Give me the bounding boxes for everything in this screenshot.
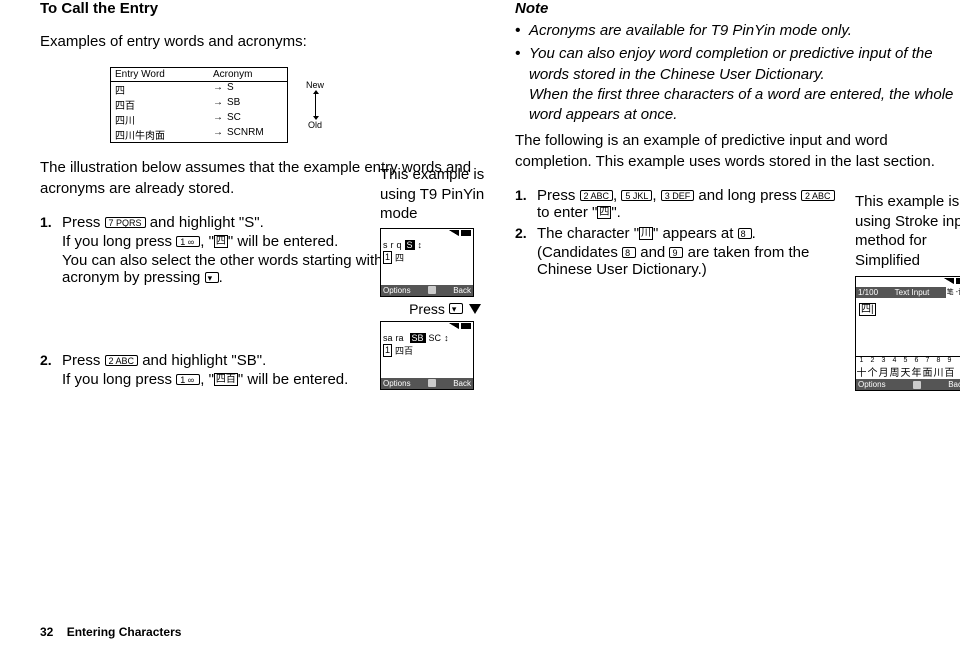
arrow-icon: →	[209, 127, 227, 142]
battery-icon	[956, 278, 960, 284]
table-row: 四川 → SC	[111, 112, 287, 127]
page-number: 32	[40, 625, 53, 639]
editor-area: 四|	[856, 298, 960, 356]
step-1: 1. Press 2 ABC, 5 JKL, 3 DEF and long pr…	[515, 187, 835, 221]
key-8: 8	[622, 247, 636, 258]
key-1: 1 ∞	[176, 236, 200, 247]
table-row: 四川牛肉面 → SCNRM	[111, 127, 287, 142]
softkey-mid-icon	[913, 381, 921, 389]
step-number: 2.	[40, 352, 62, 368]
input-mode: 笔 -记	[946, 287, 960, 298]
highlight: SB	[410, 333, 426, 343]
cjk-char: 四百	[214, 373, 238, 386]
battery-icon	[461, 323, 471, 329]
candidate-index-row: 1 2 3 4 5 6 7 8 9	[856, 356, 960, 364]
key-5: 5 JKL	[621, 190, 652, 201]
table-row: 四百 → SB	[111, 97, 287, 112]
key-2: 2 ABC	[105, 355, 139, 366]
key-2: 2 ABC	[580, 190, 614, 201]
signal-icon	[944, 278, 954, 284]
th-acronym: Acronym	[209, 68, 287, 81]
step-number: 1.	[40, 214, 62, 230]
highlight: S	[405, 240, 415, 250]
phone-screen-stroke: 1/100 Text Input 笔 -记 四| 1 2 3 4 5 6	[855, 276, 960, 391]
softkey-right: Back	[948, 380, 960, 389]
left-intro: Examples of entry words and acronyms:	[40, 32, 485, 52]
softkey-left: Options	[383, 286, 411, 295]
signal-icon	[449, 230, 459, 236]
phone-screen-1: s r q S ↕ 1 四 Options	[380, 228, 474, 297]
bullet-2b: When the first three characters of a wor…	[529, 86, 953, 123]
key-7: 7 PQRS	[105, 217, 146, 228]
page-footer: 32 Entering Characters	[40, 625, 181, 639]
softkey-right: Back	[453, 286, 471, 295]
left-caption: This example is using T9 PinYin mode	[380, 165, 510, 224]
softkey-right: Back	[453, 379, 471, 388]
section-title: Entering Characters	[67, 625, 182, 639]
acronym-table: Entry Word Acronym 四 → S 四百 → SB 四川	[110, 67, 288, 143]
right-caption: This example is using Stroke input metho…	[855, 192, 960, 270]
press-label: Press	[409, 301, 445, 317]
signal-icon	[449, 323, 459, 329]
softkey-mid-icon	[428, 379, 436, 387]
down-arrow-icon	[469, 304, 481, 314]
new-old-arrow: New Old	[306, 80, 324, 130]
step-2: 2. The character "川" appears at 8. (Cand…	[515, 225, 835, 278]
key-down: ▾	[205, 272, 219, 283]
key-3: 3 DEF	[661, 190, 695, 201]
label-old: Old	[308, 120, 322, 130]
right-side-figure: This example is using Stroke input metho…	[855, 192, 960, 391]
key-2: 2 ABC	[801, 190, 835, 201]
bullet-2: You can also enjoy word completion or pr…	[529, 45, 933, 82]
key-down-icon: ▾	[449, 303, 463, 314]
battery-icon	[461, 230, 471, 236]
left-heading: To Call the Entry	[40, 0, 485, 17]
softkey-mid-icon	[428, 286, 436, 294]
acronym-table-figure: Entry Word Acronym 四 → S 四百 → SB 四川	[110, 67, 485, 143]
arrow-icon: →	[209, 82, 227, 97]
bullet-1: Acronyms are available for T9 PinYin mod…	[529, 21, 852, 41]
softkey-left: Options	[383, 379, 411, 388]
arrow-icon: →	[209, 112, 227, 127]
press-down-indicator: Press ▾	[380, 301, 510, 317]
step-number: 2.	[515, 225, 537, 241]
key-8: 8	[738, 228, 752, 239]
phone-screen-2: sa ra SB SC ↕ 1 四百 Options	[380, 321, 474, 390]
editor-text: 四|	[859, 303, 876, 316]
cjk-char: 川	[639, 227, 653, 240]
cjk-char: 四	[214, 235, 228, 248]
key-9: 9	[669, 247, 683, 258]
table-row: 四 → S	[111, 82, 287, 97]
th-entry-word: Entry Word	[111, 68, 209, 81]
left-side-figure: This example is using T9 PinYin mode s r…	[380, 165, 510, 394]
label-new: New	[306, 80, 324, 90]
right-after: The following is an example of predictiv…	[515, 131, 960, 172]
softkey-left: Options	[858, 380, 886, 389]
candidate-row: 十 个 月 周 天 年 面 川 百	[856, 364, 960, 379]
note-heading: Note	[515, 0, 960, 17]
arrow-icon: →	[209, 97, 227, 112]
screen-title: Text Input	[895, 288, 930, 297]
note-bullets: •Acronyms are available for T9 PinYin mo…	[515, 21, 960, 125]
char-counter: 1/100	[858, 287, 878, 298]
step-number: 1.	[515, 187, 537, 203]
key-1: 1 ∞	[176, 374, 200, 385]
cjk-char: 四	[597, 206, 611, 219]
